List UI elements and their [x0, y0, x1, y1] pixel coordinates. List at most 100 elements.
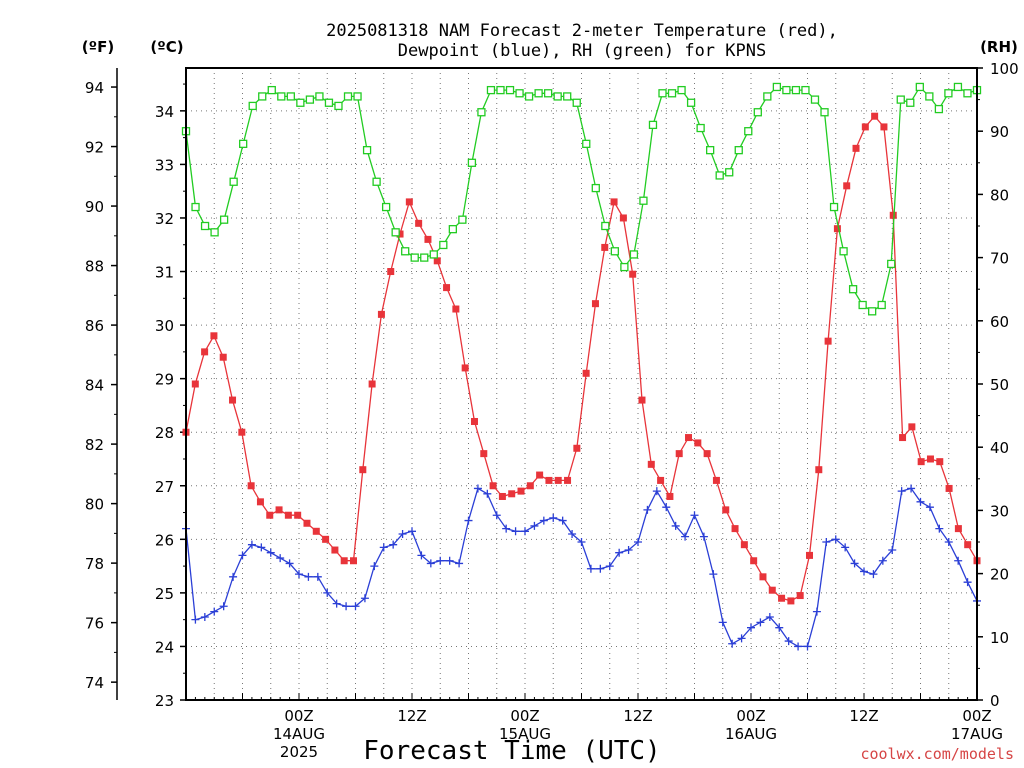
temperature-point — [489, 482, 497, 490]
temperature-point — [824, 337, 832, 345]
rh-point — [725, 168, 734, 177]
x-tick-label: 00Z — [736, 707, 765, 725]
temperature-point — [284, 511, 292, 519]
temperature-point — [303, 519, 311, 527]
rh-point — [610, 247, 620, 256]
dewpoint-point — [624, 546, 633, 555]
temperature-point — [498, 492, 506, 500]
rh-point — [239, 139, 248, 148]
dewpoint-point — [304, 572, 313, 581]
rh-point — [534, 89, 543, 98]
dewpoint-point — [831, 535, 840, 544]
dewpoint-point — [690, 511, 699, 520]
dewpoint-point — [332, 599, 341, 608]
temperature-point — [322, 535, 330, 543]
temperature-point — [787, 597, 795, 605]
fahrenheit-tick-label: 80 — [85, 496, 104, 514]
temperature-point — [629, 270, 637, 278]
fahrenheit-tick-label: 76 — [85, 615, 104, 633]
rh-point — [896, 95, 905, 104]
rh-point — [391, 228, 400, 237]
celsius-tick-label: 29 — [155, 371, 174, 389]
temperature-point — [433, 257, 441, 265]
celsius-tick-label: 33 — [155, 156, 174, 174]
dewpoint-point — [539, 516, 548, 525]
rh-point — [915, 82, 924, 92]
rh-point — [839, 247, 848, 256]
dewpoint-point — [643, 505, 652, 514]
rh-tick-label: 10 — [990, 629, 1009, 647]
dewpoint-point — [596, 564, 605, 573]
temperature-point — [657, 476, 665, 484]
dewpoint-point — [935, 524, 944, 533]
temperature-point — [554, 476, 562, 484]
dewpoint-point — [342, 602, 351, 611]
temperature-point — [480, 450, 488, 458]
rh-point — [639, 196, 648, 205]
series-dewpoint — [182, 484, 981, 651]
temperature-point — [731, 525, 739, 533]
rh-line — [185, 85, 978, 313]
rh-point — [686, 98, 696, 107]
rh-point — [286, 92, 295, 101]
celsius-tick-label: 23 — [155, 692, 174, 710]
dewpoint-point — [709, 570, 718, 579]
rh-point — [191, 202, 200, 212]
dewpoint-point — [351, 602, 360, 611]
temperature-point — [452, 305, 460, 313]
celsius-tick-label: 34 — [155, 103, 174, 121]
rh-axis-label: (RH) — [980, 38, 1018, 56]
rh-point — [496, 85, 505, 95]
temperature-point — [843, 182, 851, 190]
rh-point — [810, 95, 820, 104]
temperature-point — [861, 123, 869, 131]
temperature-point — [796, 592, 804, 600]
dewpoint-point — [360, 594, 369, 603]
rh-point — [420, 253, 429, 262]
temperature-point — [685, 434, 693, 442]
series-rh — [181, 82, 982, 316]
temperature-point — [759, 573, 767, 581]
temperature-point — [443, 284, 451, 292]
temperature-point — [917, 458, 925, 466]
rh-point — [267, 85, 276, 95]
fahrenheit-tick-label: 78 — [85, 555, 104, 573]
series-layer — [181, 82, 982, 651]
rh-point — [763, 92, 772, 101]
rh-point — [229, 177, 238, 186]
rh-point — [848, 285, 858, 294]
fahrenheit-tick-label: 92 — [85, 139, 104, 157]
rh-point — [477, 108, 486, 117]
series-temperature — [182, 112, 981, 605]
temperature-point — [294, 511, 302, 519]
temperature-point — [470, 417, 478, 425]
rh-point — [429, 250, 438, 259]
temperature-point — [815, 466, 823, 474]
dewpoint-point — [191, 615, 200, 624]
temperature-point — [368, 380, 376, 388]
dewpoint-point — [210, 607, 219, 616]
dewpoint-point — [954, 556, 963, 565]
temperature-point — [954, 525, 962, 533]
temperature-point — [405, 198, 413, 206]
temperature-point — [712, 476, 720, 484]
temperature-point — [424, 235, 432, 243]
dewpoint-point — [728, 639, 737, 648]
x-tick-label: 15AUG — [499, 725, 551, 743]
temperature-point — [340, 557, 348, 565]
dewpoint-point — [229, 572, 238, 581]
temperature-point — [396, 230, 404, 238]
rh-point — [381, 202, 391, 212]
rh-point — [925, 92, 934, 101]
rh-tick-label: 30 — [990, 502, 1009, 520]
rh-point — [868, 307, 877, 316]
rh-tick-label: 70 — [990, 250, 1009, 268]
dewpoint-point — [907, 484, 916, 493]
rh-point — [210, 228, 219, 237]
dewpoint-point — [257, 543, 266, 552]
temperature-point — [275, 506, 283, 514]
rh-point — [200, 221, 210, 231]
temperature-point — [889, 211, 897, 219]
dewpoint-point — [765, 612, 774, 621]
rh-tick-label: 90 — [990, 123, 1009, 141]
